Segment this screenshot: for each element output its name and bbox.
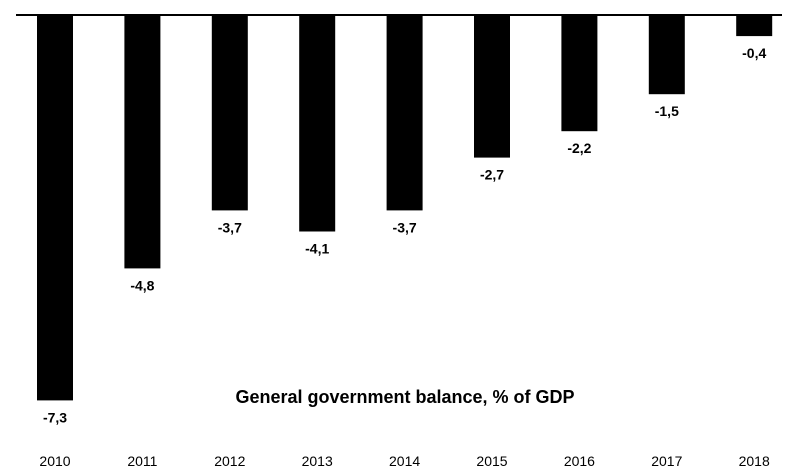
bar-2011: [124, 15, 161, 269]
x-tick-label-2010: 2010: [39, 453, 70, 468]
data-label-2011: -4,8: [130, 277, 154, 293]
bar-2013: [299, 15, 336, 232]
data-label-2013: -4,1: [305, 241, 329, 257]
x-tick-label-2016: 2016: [564, 453, 595, 468]
x-tick-labels-layer: 2010 2011 2012 2013 2014 2015 2016 2017 2018: [39, 453, 770, 468]
bars-layer: [37, 15, 773, 401]
bar-2012: [211, 15, 248, 211]
bar-2018: [736, 15, 773, 37]
x-tick-label-2014: 2014: [389, 453, 420, 468]
data-label-2010: -7,3: [43, 409, 67, 425]
bar-2010: [37, 15, 73, 401]
data-label-2014: -3,7: [393, 219, 417, 235]
bar-2016: [561, 15, 598, 132]
x-tick-label-2015: 2015: [476, 453, 507, 468]
data-label-2018: -0,4: [742, 45, 766, 61]
x-tick-label-2013: 2013: [302, 453, 333, 468]
data-label-2016: -2,2: [567, 140, 591, 156]
data-label-2012: -3,7: [218, 219, 242, 235]
x-tick-label-2012: 2012: [214, 453, 245, 468]
bar-2014: [386, 15, 423, 211]
bar-2015: [474, 15, 510, 158]
data-label-2017: -1,5: [655, 103, 679, 119]
chart-title: General government balance, % of GDP: [235, 387, 574, 407]
data-label-2015: -2,7: [480, 167, 504, 183]
data-labels-layer: -7,3 -4,8 -3,7 -4,1 -3,7 -2,7 -2,2 -1,5 -0,4: [43, 45, 767, 425]
x-tick-label-2017: 2017: [651, 453, 682, 468]
x-tick-label-2018: 2018: [739, 453, 770, 468]
bar-2017: [648, 15, 685, 95]
x-tick-label-2011: 2011: [127, 453, 157, 468]
